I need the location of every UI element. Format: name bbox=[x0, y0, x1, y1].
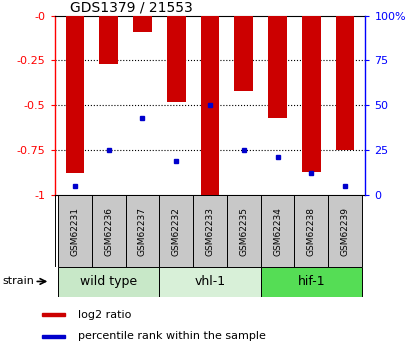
Bar bbox=[159, 267, 261, 297]
Text: strain: strain bbox=[3, 276, 34, 286]
Text: hif-1: hif-1 bbox=[297, 275, 325, 288]
Text: GSM62238: GSM62238 bbox=[307, 207, 316, 256]
Text: GSM62236: GSM62236 bbox=[104, 207, 113, 256]
Bar bbox=[100, 16, 118, 64]
Text: GSM62234: GSM62234 bbox=[273, 207, 282, 256]
Text: GSM62235: GSM62235 bbox=[239, 207, 248, 256]
Text: vhl-1: vhl-1 bbox=[194, 275, 226, 288]
Text: GSM62231: GSM62231 bbox=[71, 207, 79, 256]
Text: percentile rank within the sample: percentile rank within the sample bbox=[78, 331, 265, 341]
Bar bbox=[167, 16, 186, 102]
Bar bbox=[227, 195, 261, 267]
Bar bbox=[201, 16, 219, 195]
Bar bbox=[261, 195, 294, 267]
Bar bbox=[302, 16, 320, 171]
Bar bbox=[133, 16, 152, 32]
Bar bbox=[66, 16, 84, 174]
Text: GSM62237: GSM62237 bbox=[138, 207, 147, 256]
Bar bbox=[126, 195, 159, 267]
Bar bbox=[328, 195, 362, 267]
Text: log2 ratio: log2 ratio bbox=[78, 309, 131, 319]
Text: GSM62239: GSM62239 bbox=[341, 207, 349, 256]
Text: wild type: wild type bbox=[80, 275, 137, 288]
Bar bbox=[58, 195, 92, 267]
Bar bbox=[193, 195, 227, 267]
Bar bbox=[336, 16, 354, 150]
Bar bbox=[42, 313, 65, 316]
Bar bbox=[234, 16, 253, 91]
Bar bbox=[58, 267, 159, 297]
Bar bbox=[42, 335, 65, 338]
Text: GSM62232: GSM62232 bbox=[172, 207, 181, 256]
Bar bbox=[159, 195, 193, 267]
Text: GDS1379 / 21553: GDS1379 / 21553 bbox=[70, 0, 193, 14]
Bar bbox=[294, 195, 328, 267]
Bar bbox=[92, 195, 126, 267]
Bar bbox=[268, 16, 287, 118]
Text: GSM62233: GSM62233 bbox=[205, 207, 215, 256]
Bar bbox=[261, 267, 362, 297]
